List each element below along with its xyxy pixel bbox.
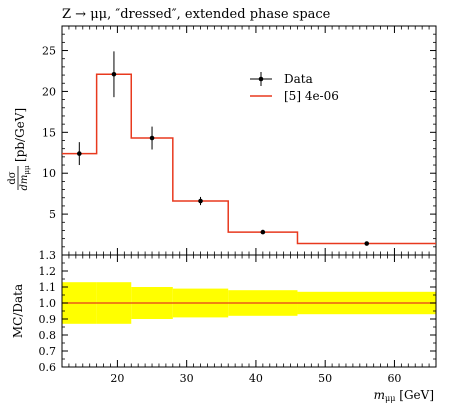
data-point	[198, 198, 203, 204]
ratio-y-tick-label: 1.0	[39, 297, 57, 310]
ratio-y-tick-label: 0.9	[39, 313, 57, 326]
ratio-y-tick-label: 0.8	[39, 329, 57, 342]
legend-entry-mc: [5] 4e-06	[250, 89, 339, 103]
main-y-axis-label: dσ dmμμ [pb/GeV]	[7, 108, 31, 191]
ratio-y-axis-label: MC/Data	[11, 284, 25, 338]
y-tick-label: 25	[42, 45, 56, 58]
x-axis-label: mμμ [GeV]	[374, 388, 434, 403]
ratio-y-tick-label: 1.1	[39, 281, 57, 294]
legend-label-data: Data	[284, 72, 313, 86]
legend-entry-data: Data	[250, 72, 313, 86]
y-tick-label: 5	[49, 208, 56, 221]
legend-data-marker	[258, 76, 264, 82]
mc-histogram	[62, 73, 436, 245]
y-label-numerator: dσ	[7, 171, 18, 184]
main-x-ticks	[68, 26, 437, 255]
data-points	[77, 51, 370, 246]
data-point	[364, 241, 370, 246]
ratio-x-ticks: 20 30 40 50 60	[68, 255, 437, 385]
x-tick-label: 30	[180, 372, 194, 385]
ratio-y-tick-label: 0.6	[39, 361, 57, 374]
data-point	[260, 229, 266, 235]
y-tick-label: 10	[42, 167, 56, 180]
ratio-y-ticks: 0.6 0.7 0.8 0.9 1.0 1.1 1.2 1.3	[39, 249, 436, 374]
y-label-units: [pb/GeV]	[13, 108, 27, 162]
data-point	[111, 71, 117, 77]
data-point	[149, 135, 155, 141]
x-tick-label: 50	[318, 372, 332, 385]
chart-title: Z → μμ, ″dressed″, extended phase space	[62, 7, 331, 22]
y-tick-label: 15	[42, 126, 56, 139]
ratio-y-tick-label: 1.2	[39, 265, 57, 278]
x-tick-label: 40	[249, 372, 263, 385]
main-y-ticks: 5 10 15 20 25	[42, 33, 436, 248]
ratio-y-tick-label: 1.3	[39, 249, 57, 262]
x-tick-label: 20	[110, 372, 124, 385]
mc-histogram-line	[62, 73, 436, 245]
legend-label-mc: [5] 4e-06	[284, 89, 339, 103]
y-label-denominator: dmμμ	[19, 165, 31, 190]
main-panel-frame	[61, 25, 437, 256]
legend: Data [5] 4e-06	[250, 72, 339, 103]
ratio-panel: 0.6 0.7 0.8 0.9 1.0 1.1 1.2 1.3 20 30 40 50 60 MC/D…	[11, 249, 437, 385]
y-tick-label: 20	[42, 85, 56, 98]
x-tick-label: 60	[387, 372, 401, 385]
ratio-y-tick-label: 0.7	[39, 345, 57, 358]
main-panel: 5 10 15 20 25 dσ dmμμ [pb/GeV] Data [5] 4e-0…	[7, 25, 437, 256]
data-point	[77, 151, 82, 156]
